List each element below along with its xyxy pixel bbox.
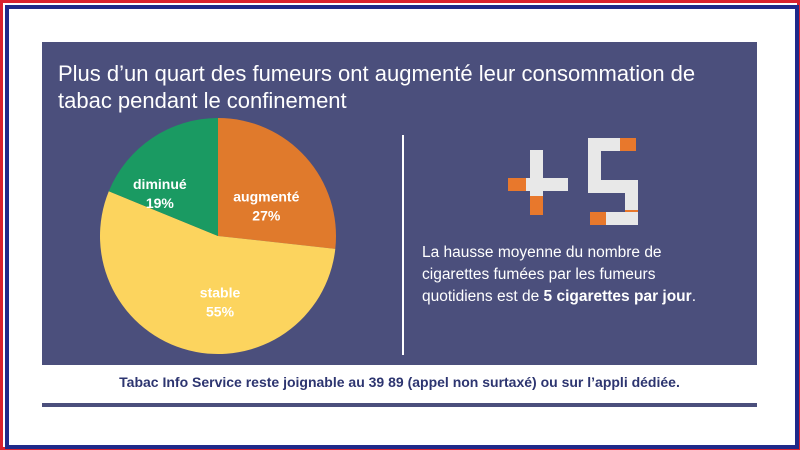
- slice-label: diminué: [133, 176, 187, 192]
- filter: [620, 138, 636, 151]
- cigarette: [588, 138, 601, 190]
- slice-value: 19%: [146, 195, 175, 211]
- pie-slice: [218, 118, 337, 249]
- slice-value: 27%: [252, 207, 281, 223]
- filter: [530, 196, 543, 215]
- plus-five-illustration: [508, 138, 638, 225]
- cigarette: [588, 180, 636, 193]
- callout-text: La hausse moyenne du nombre de cigarette…: [422, 244, 662, 305]
- callout: La hausse moyenne du nombre de cigarette…: [422, 242, 712, 308]
- frame: [5, 5, 799, 449]
- slice-label: augmenté: [233, 188, 299, 204]
- filter: [590, 212, 606, 225]
- chart-title: Plus d’un quart des fumeurs ont augmenté…: [58, 61, 696, 113]
- slice-label: stable: [200, 285, 241, 301]
- slice-value: 55%: [206, 304, 235, 320]
- footer: Tabac Info Service reste joignable au 39…: [119, 374, 680, 390]
- footer-rule: [42, 403, 757, 407]
- pie-slice: [99, 191, 336, 355]
- pie-slice: [108, 118, 218, 236]
- filter: [508, 178, 526, 191]
- callout-text: .: [691, 288, 696, 305]
- callout-emphasis: 5 cigarettes par jour: [543, 288, 692, 305]
